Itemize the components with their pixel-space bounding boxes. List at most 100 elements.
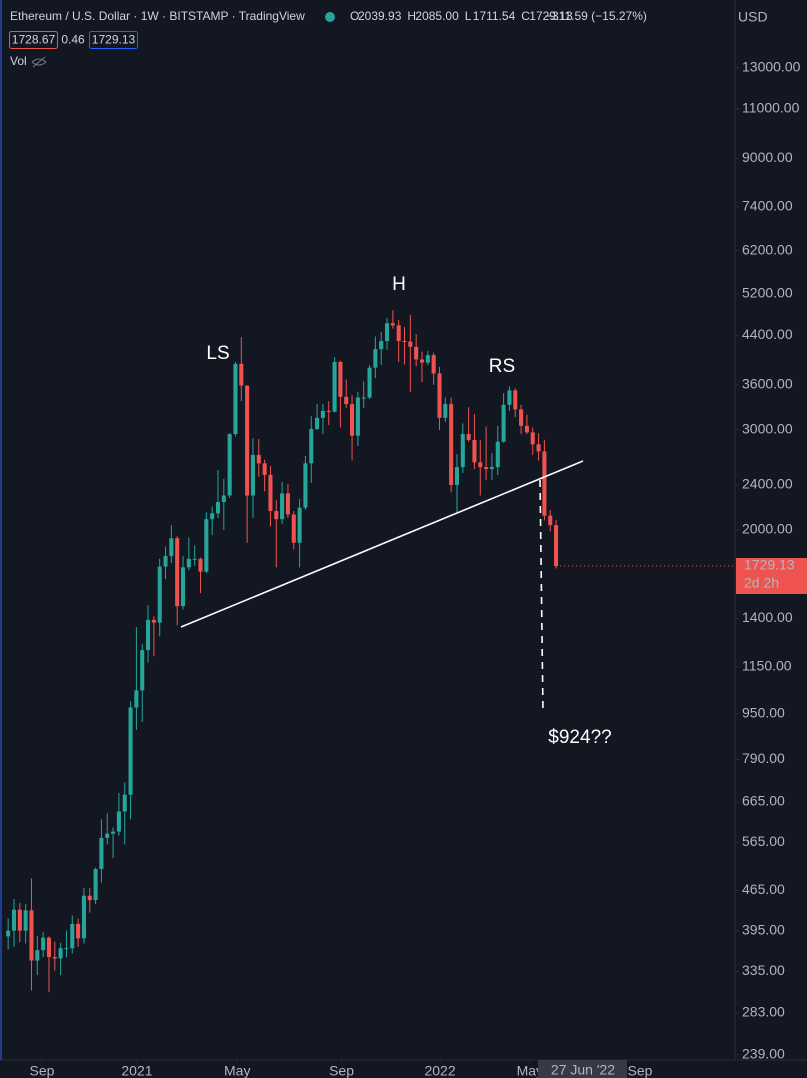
x-tick-label: 2021 [121, 1063, 152, 1078]
candle-body [17, 909, 22, 931]
annotation: $924?? [548, 727, 611, 748]
candle-body [507, 390, 512, 405]
candle-body [58, 948, 63, 959]
candle-body [29, 910, 34, 961]
y-tick-label: 395.00 [742, 921, 785, 937]
candle-body [285, 493, 290, 515]
candle-body [350, 404, 355, 436]
y-tick-label: 335.00 [742, 962, 785, 978]
candle-body [6, 930, 11, 937]
candle-body [519, 409, 524, 426]
candle-body [186, 558, 191, 568]
symbol-title: Ethereum / U.S. Dollar · 1W · BITSTAMP ·… [10, 9, 305, 23]
candle-body [41, 937, 46, 951]
candle-body [361, 397, 366, 399]
last-price: 1729.13 2d 2h [736, 557, 807, 594]
ask-box [89, 31, 138, 49]
plot-area [6, 310, 735, 993]
candle-body [87, 895, 92, 901]
candle-body [542, 451, 547, 516]
y-tick-label: 1400.00 [742, 609, 793, 625]
candle-body [478, 462, 483, 468]
candle-body [268, 474, 273, 512]
x-tick-label: Sep [329, 1063, 354, 1078]
candle-body [367, 367, 372, 398]
x-tick-label: May [517, 1063, 543, 1078]
candle-body [140, 650, 145, 691]
candle-body [35, 950, 40, 961]
eye-icon [31, 56, 47, 68]
trend-line [180, 460, 584, 628]
candle-body [315, 417, 320, 430]
candle-body [454, 467, 460, 486]
candle-body [239, 363, 244, 386]
last-price-box [736, 557, 807, 594]
x-tick-label: 2022 [424, 1063, 455, 1078]
candle-body [472, 439, 477, 463]
candle-body [373, 349, 378, 368]
candle-body [105, 833, 110, 838]
candle-body [326, 410, 331, 412]
candle-body [297, 507, 302, 543]
y-tick-label: 565.00 [742, 833, 785, 849]
candle-body [250, 455, 256, 496]
x-tick-label: May [224, 1063, 250, 1078]
y-tick-label: 13000.00 [742, 58, 801, 74]
bid: 1728.67 [12, 33, 56, 47]
y-tick-label: 665.00 [742, 793, 785, 809]
candle-body [449, 404, 454, 486]
candle-body [11, 909, 17, 931]
ohlc-key: O [350, 9, 359, 23]
candle-body [274, 511, 279, 520]
candle-body [466, 434, 471, 440]
candle-body [151, 619, 156, 623]
candle-body [52, 957, 57, 959]
candle-body [303, 463, 308, 508]
ohlc-value: 2085.00 [415, 9, 459, 23]
y-tick-label: 790.00 [742, 750, 785, 766]
candle-body [320, 410, 325, 418]
price-axis [735, 0, 807, 1078]
candle-body [23, 910, 28, 931]
annotation: LS [206, 343, 229, 364]
candle-body [163, 556, 168, 567]
candle-body [93, 869, 98, 901]
candle-body [291, 514, 296, 543]
candle-body [280, 493, 285, 520]
y-tick-label: 5200.00 [742, 285, 793, 301]
y-tick-label: 4400.00 [742, 326, 793, 342]
candle-body [221, 495, 226, 503]
candle-body [64, 948, 69, 950]
crosshair-box [538, 1060, 627, 1078]
y-tick-label: 950.00 [742, 705, 785, 721]
candle-body [245, 385, 250, 496]
candle-body [414, 346, 419, 360]
last-price-label: 1729.13 [744, 557, 795, 573]
candle-body [134, 690, 139, 708]
candle-body [379, 340, 384, 350]
candle-body [338, 361, 343, 397]
change: −311.59 (−15.27%) [545, 9, 647, 23]
candle-body [81, 895, 86, 939]
candle-body [396, 325, 401, 341]
x-axis: Sep 2021 May Sep 2022 May Sep [30, 1060, 653, 1078]
candle-body [489, 467, 494, 470]
candle-body [524, 425, 529, 433]
y-tick-label: 1150.00 [742, 657, 792, 673]
candle-body [204, 519, 209, 572]
y-tick-label: 3000.00 [742, 421, 793, 437]
candle-body [402, 340, 407, 342]
candle-body [46, 937, 52, 958]
candle-body [70, 923, 75, 949]
candle-body [437, 373, 442, 418]
ohlc-key: L [465, 9, 472, 23]
volume-label: Vol [10, 54, 27, 68]
candle-body [384, 323, 390, 341]
candle-body [408, 341, 413, 347]
y-tick-label: 465.00 [742, 881, 785, 897]
ohlc-key: C [521, 9, 530, 23]
spread: 0.46 [61, 33, 85, 47]
